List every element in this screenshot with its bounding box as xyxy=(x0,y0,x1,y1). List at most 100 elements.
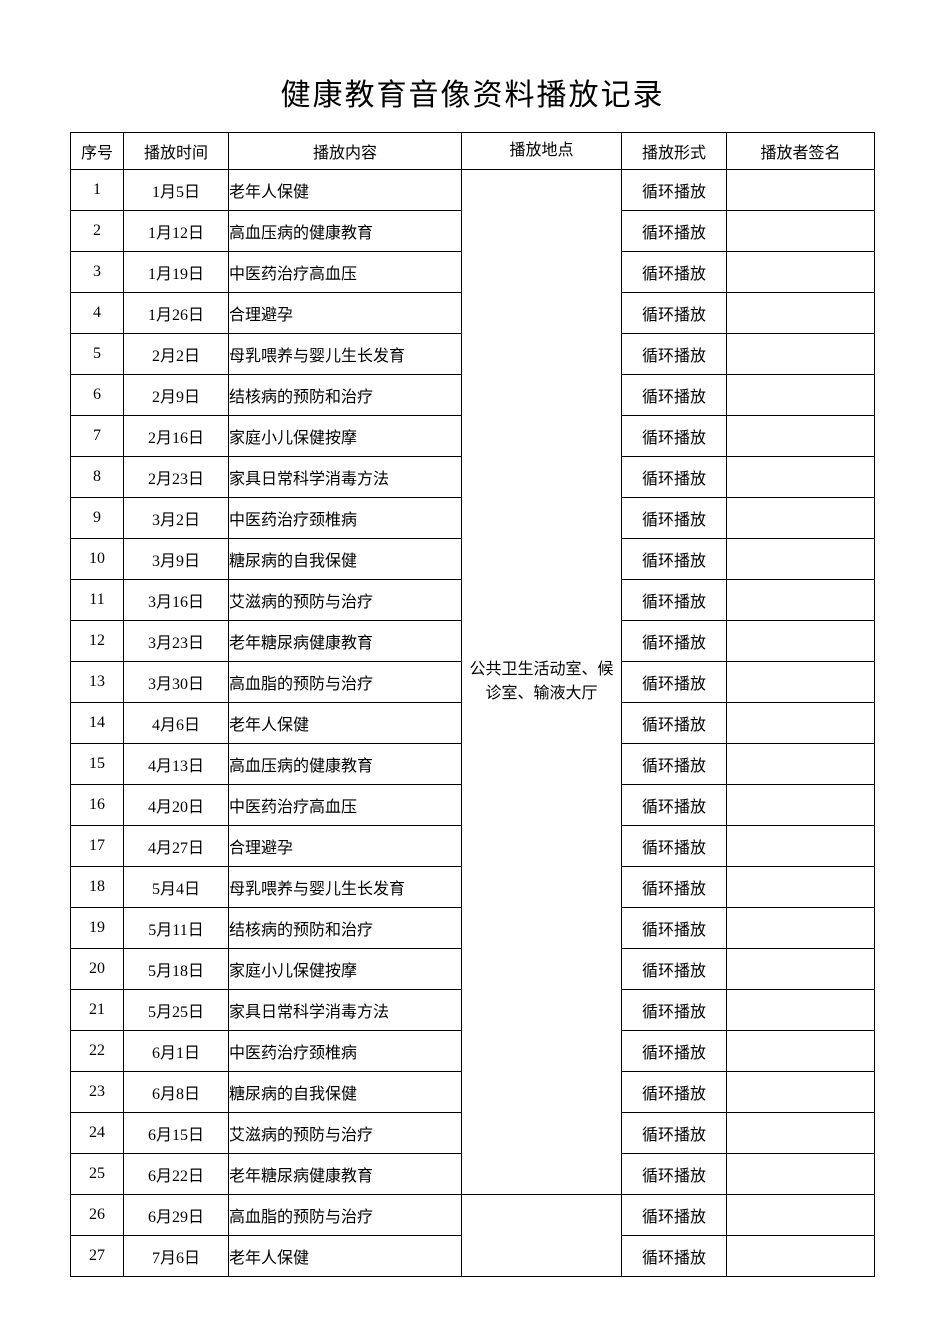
cell-date: 6月15日 xyxy=(124,1113,229,1154)
cell-form: 循环播放 xyxy=(622,539,727,580)
cell-num: 25 xyxy=(71,1154,124,1195)
cell-content: 高血脂的预防与治疗 xyxy=(229,1195,462,1236)
cell-signature xyxy=(727,211,875,252)
cell-signature xyxy=(727,375,875,416)
cell-content: 合理避孕 xyxy=(229,293,462,334)
cell-form: 循环播放 xyxy=(622,252,727,293)
cell-date: 5月18日 xyxy=(124,949,229,990)
cell-form: 循环播放 xyxy=(622,457,727,498)
cell-content: 中医药治疗颈椎病 xyxy=(229,498,462,539)
col-header-form: 播放形式 xyxy=(622,133,727,170)
cell-content: 结核病的预防和治疗 xyxy=(229,375,462,416)
cell-form: 循环播放 xyxy=(622,867,727,908)
cell-signature xyxy=(727,539,875,580)
cell-num: 21 xyxy=(71,990,124,1031)
cell-signature xyxy=(727,457,875,498)
cell-form: 循环播放 xyxy=(622,1072,727,1113)
cell-date: 2月9日 xyxy=(124,375,229,416)
cell-date: 1月5日 xyxy=(124,170,229,211)
cell-date: 3月30日 xyxy=(124,662,229,703)
cell-form: 循环播放 xyxy=(622,826,727,867)
cell-date: 6月8日 xyxy=(124,1072,229,1113)
cell-num: 3 xyxy=(71,252,124,293)
cell-form: 循环播放 xyxy=(622,1031,727,1072)
cell-date: 6月29日 xyxy=(124,1195,229,1236)
col-header-location: 播放地点 xyxy=(462,133,622,170)
cell-date: 2月23日 xyxy=(124,457,229,498)
cell-form: 循环播放 xyxy=(622,785,727,826)
cell-num: 16 xyxy=(71,785,124,826)
cell-num: 7 xyxy=(71,416,124,457)
cell-num: 6 xyxy=(71,375,124,416)
cell-date: 1月19日 xyxy=(124,252,229,293)
cell-num: 5 xyxy=(71,334,124,375)
cell-form: 循环播放 xyxy=(622,908,727,949)
cell-content: 艾滋病的预防与治疗 xyxy=(229,1113,462,1154)
cell-location-merged: 公共卫生活动室、候诊室、输液大厅 xyxy=(462,170,622,1195)
cell-date: 1月26日 xyxy=(124,293,229,334)
col-header-content: 播放内容 xyxy=(229,133,462,170)
cell-signature xyxy=(727,621,875,662)
cell-num: 26 xyxy=(71,1195,124,1236)
cell-form: 循环播放 xyxy=(622,375,727,416)
cell-date: 4月6日 xyxy=(124,703,229,744)
cell-date: 6月22日 xyxy=(124,1154,229,1195)
cell-signature xyxy=(727,867,875,908)
cell-signature xyxy=(727,1154,875,1195)
cell-signature xyxy=(727,416,875,457)
cell-form: 循环播放 xyxy=(622,703,727,744)
cell-signature xyxy=(727,252,875,293)
cell-signature xyxy=(727,949,875,990)
cell-content: 老年人保健 xyxy=(229,703,462,744)
cell-content: 艾滋病的预防与治疗 xyxy=(229,580,462,621)
cell-num: 20 xyxy=(71,949,124,990)
cell-form: 循环播放 xyxy=(622,949,727,990)
cell-form: 循环播放 xyxy=(622,621,727,662)
cell-content: 家庭小儿保健按摩 xyxy=(229,949,462,990)
cell-form: 循环播放 xyxy=(622,990,727,1031)
cell-num: 2 xyxy=(71,211,124,252)
cell-content: 老年糖尿病健康教育 xyxy=(229,621,462,662)
col-header-num: 序号 xyxy=(71,133,124,170)
cell-num: 19 xyxy=(71,908,124,949)
cell-form: 循环播放 xyxy=(622,293,727,334)
cell-date: 1月12日 xyxy=(124,211,229,252)
cell-date: 4月27日 xyxy=(124,826,229,867)
cell-signature xyxy=(727,1236,875,1277)
cell-num: 10 xyxy=(71,539,124,580)
cell-signature xyxy=(727,1113,875,1154)
cell-form: 循环播放 xyxy=(622,662,727,703)
cell-date: 3月23日 xyxy=(124,621,229,662)
cell-content: 家庭小儿保健按摩 xyxy=(229,416,462,457)
cell-form: 循环播放 xyxy=(622,1236,727,1277)
col-header-signature: 播放者签名 xyxy=(727,133,875,170)
cell-signature xyxy=(727,703,875,744)
cell-signature xyxy=(727,1072,875,1113)
cell-content: 老年糖尿病健康教育 xyxy=(229,1154,462,1195)
cell-content: 糖尿病的自我保健 xyxy=(229,539,462,580)
cell-date: 3月2日 xyxy=(124,498,229,539)
cell-content: 家具日常科学消毒方法 xyxy=(229,990,462,1031)
cell-content: 中医药治疗高血压 xyxy=(229,252,462,293)
cell-form: 循环播放 xyxy=(622,334,727,375)
cell-content: 高血脂的预防与治疗 xyxy=(229,662,462,703)
cell-num: 4 xyxy=(71,293,124,334)
cell-content: 结核病的预防和治疗 xyxy=(229,908,462,949)
cell-num: 8 xyxy=(71,457,124,498)
cell-num: 12 xyxy=(71,621,124,662)
cell-num: 11 xyxy=(71,580,124,621)
cell-content: 老年人保健 xyxy=(229,170,462,211)
table-row: 266月29日高血脂的预防与治疗循环播放 xyxy=(71,1195,875,1236)
cell-content: 高血压病的健康教育 xyxy=(229,211,462,252)
cell-content: 中医药治疗颈椎病 xyxy=(229,1031,462,1072)
cell-form: 循环播放 xyxy=(622,416,727,457)
cell-signature xyxy=(727,990,875,1031)
table-header-row: 序号 播放时间 播放内容 播放地点 播放形式 播放者签名 xyxy=(71,133,875,170)
cell-date: 2月2日 xyxy=(124,334,229,375)
cell-num: 22 xyxy=(71,1031,124,1072)
cell-form: 循环播放 xyxy=(622,498,727,539)
col-header-date: 播放时间 xyxy=(124,133,229,170)
cell-content: 糖尿病的自我保健 xyxy=(229,1072,462,1113)
cell-num: 1 xyxy=(71,170,124,211)
cell-signature xyxy=(727,662,875,703)
